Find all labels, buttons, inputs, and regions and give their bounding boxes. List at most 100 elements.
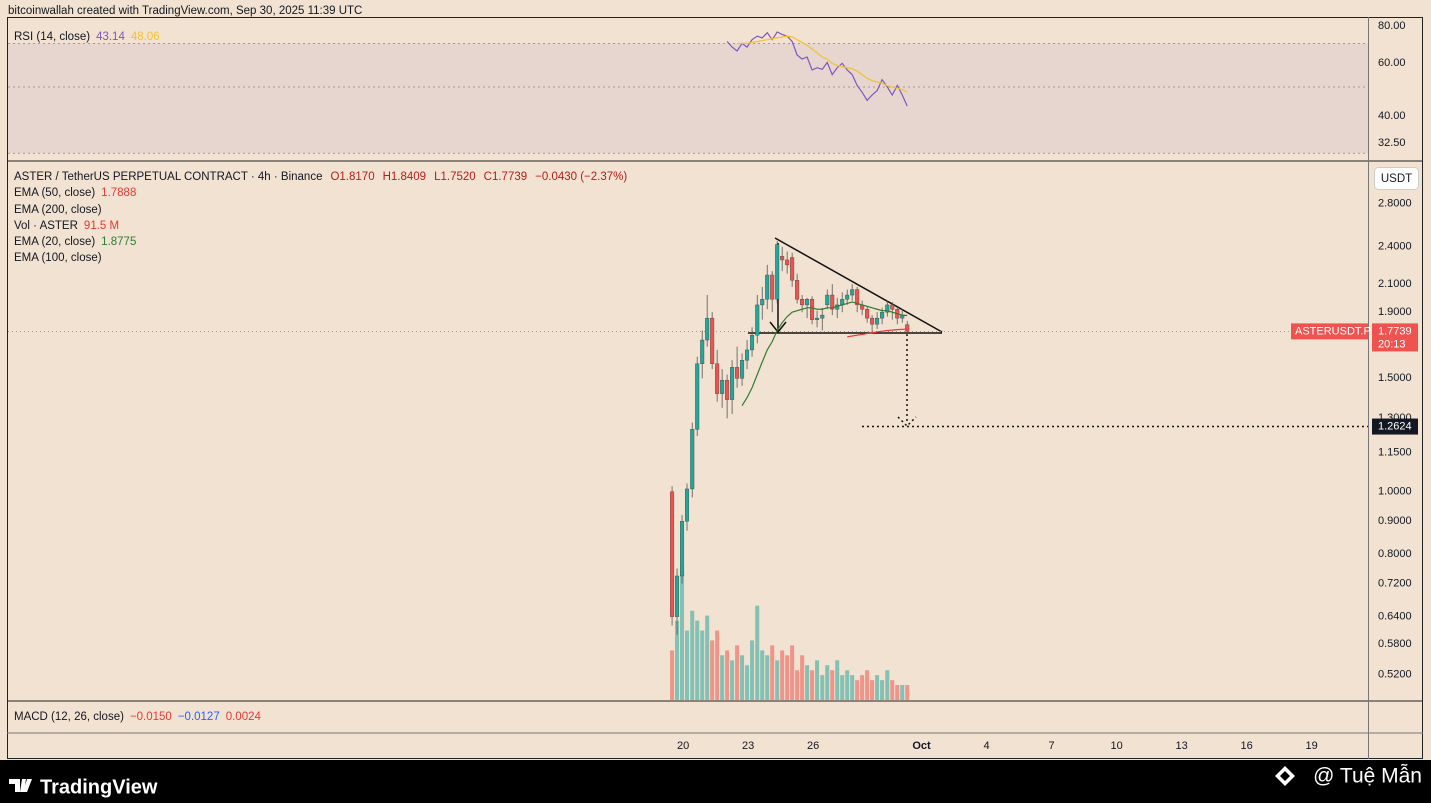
x-tick-label: 19 [1306, 740, 1318, 752]
rsi-name: RSI (14, close) [14, 31, 90, 43]
rsi-tick-label: 80.00 [1378, 20, 1406, 32]
volume-bar [680, 566, 685, 700]
x-tick-label: 7 [1049, 740, 1055, 752]
brand: TradingView [9, 776, 158, 798]
candle-body [700, 339, 705, 364]
candle-body [750, 334, 755, 351]
candle-body [865, 309, 870, 319]
indicator-value: 1.7888 [101, 187, 136, 199]
macd-value: −0.0150 [130, 711, 172, 723]
macd-name: MACD (12, 26, close) [14, 711, 124, 723]
ema-line [741, 301, 908, 407]
volume-bar [850, 675, 855, 700]
rsi-line [737, 35, 908, 93]
candle-body [680, 521, 685, 577]
volume-value: 91.5 M [84, 220, 119, 232]
macd-histogram: 0.0024 [226, 711, 262, 723]
candle-body [765, 274, 770, 300]
rsi-line [726, 31, 908, 107]
candle-body [810, 299, 815, 320]
y-tick-label: 1.9000 [1378, 306, 1412, 318]
volume-bar [900, 685, 905, 700]
candle-body [755, 304, 760, 336]
y-tick-label: 1.0000 [1378, 486, 1412, 498]
volume-bar [835, 660, 840, 700]
header-credit: bitcoinwallah created with TradingView.c… [8, 5, 362, 17]
volume-bar [860, 675, 865, 700]
volume-bar [810, 670, 815, 700]
y-tick-label: 1.5000 [1378, 372, 1412, 384]
symbol-legend: ASTER / TetherUS PERPETUAL CONTRACT · 4h… [14, 171, 627, 183]
price-box [1372, 323, 1418, 352]
candle-body [730, 367, 735, 400]
macd-signal: −0.0127 [178, 711, 220, 723]
indicator-name: EMA (50, close) [14, 187, 95, 199]
volume-bar [685, 630, 690, 700]
indicator-name: EMA (20, close) [14, 236, 95, 248]
volume-bar [675, 620, 680, 700]
candle-body [875, 317, 880, 325]
volume-bar [790, 645, 795, 700]
volume-bar [820, 675, 825, 700]
ohlc-high: H1.8409 [383, 171, 426, 183]
volume-legend: Vol · ASTER 91.5 M [14, 220, 119, 232]
x-tick-label: 4 [983, 740, 989, 752]
volume-bar [760, 650, 765, 700]
volume-bar [825, 665, 830, 700]
candle-body [735, 367, 740, 379]
candle-body [690, 429, 695, 490]
candle-body [795, 280, 800, 300]
volume-bar [895, 685, 900, 700]
candle-body [905, 324, 910, 332]
volume-bar [750, 640, 755, 700]
volume-bar [765, 655, 770, 700]
y-tick-label: 0.9000 [1378, 515, 1412, 527]
footer-bar [0, 760, 1431, 803]
indicator-value: 1.8775 [101, 236, 136, 248]
indicator-legend: EMA (50, close) 1.7888 [14, 187, 136, 199]
rsi-legend: RSI (14, close) 43.14 48.06 [14, 31, 160, 43]
arrow-head [897, 416, 917, 428]
rsi-ma-value: 48.06 [131, 31, 160, 43]
volume-bar [735, 645, 740, 700]
volume-bar [740, 655, 745, 700]
candle-body [705, 317, 710, 341]
watermark-icon [1275, 766, 1295, 786]
volume-bar [700, 630, 705, 700]
volume-bar [695, 620, 700, 700]
countdown: 20:13 [1378, 338, 1406, 350]
volume-bar [725, 650, 730, 700]
y-tick-label: 0.5800 [1378, 638, 1412, 650]
candle-body [885, 304, 890, 313]
rsi-tick-label: 40.00 [1378, 110, 1406, 122]
candle-body [670, 491, 675, 617]
volume-bar [795, 670, 800, 700]
y-tick-label: 2.4000 [1378, 241, 1412, 253]
candle-body [745, 349, 750, 361]
y-tick-label: 1.1500 [1378, 447, 1412, 459]
volume-bar [690, 610, 695, 700]
y-tick-label: 0.8000 [1378, 548, 1412, 560]
currency-box[interactable] [1374, 167, 1419, 190]
volume-bar [890, 680, 895, 700]
candle-body [890, 304, 895, 310]
volume-bar [805, 665, 810, 700]
x-tick-label: 13 [1175, 740, 1187, 752]
x-tick-label: Oct [912, 740, 931, 752]
volume-bar [670, 650, 675, 700]
symbol-title: ASTER / TetherUS PERPETUAL CONTRACT · 4h… [14, 171, 322, 183]
ohlc-open: O1.8170 [330, 171, 374, 183]
candle-body [880, 311, 885, 319]
candle-body [720, 379, 725, 394]
indicator-legend: EMA (100, close) [14, 252, 102, 264]
candle-body [770, 274, 775, 300]
candle-body [785, 259, 790, 266]
rsi-value: 43.14 [96, 31, 125, 43]
trendline [774, 237, 943, 333]
volume-bar [870, 680, 875, 700]
brand-name: TradingView [40, 776, 158, 798]
currency[interactable]: USDT [1381, 173, 1412, 185]
candle-body [815, 317, 820, 320]
candle-body [845, 294, 850, 300]
